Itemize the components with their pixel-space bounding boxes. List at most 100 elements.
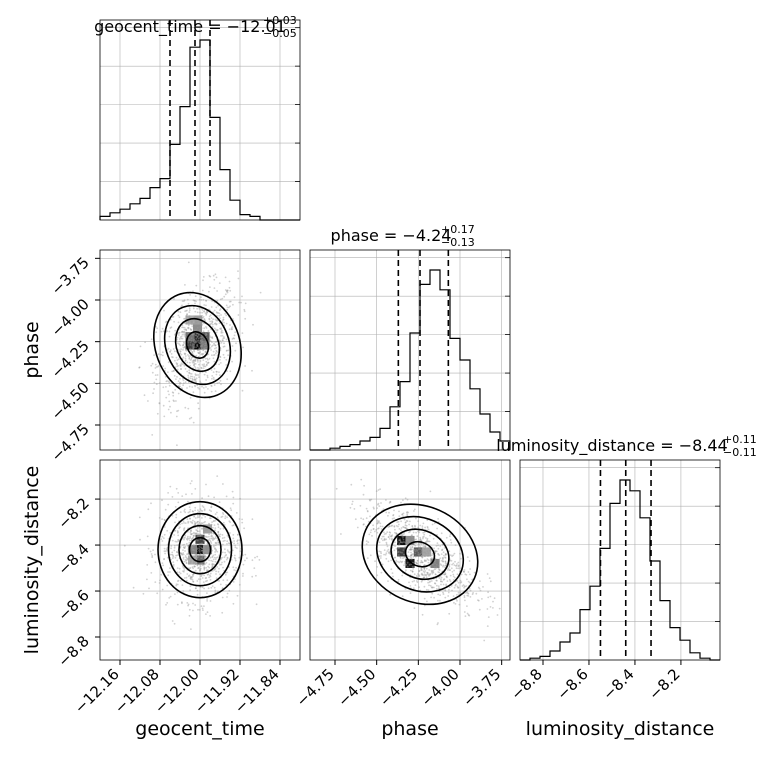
scatter-point	[199, 325, 202, 327]
scatter-point	[234, 559, 237, 562]
scatter-point	[185, 562, 188, 565]
scatter-point	[442, 560, 444, 563]
scatter-point	[177, 342, 179, 344]
scatter-point	[205, 350, 207, 353]
scatter-point	[434, 573, 437, 576]
scatter-point	[226, 592, 229, 595]
scatter-point	[420, 580, 423, 583]
scatter-point	[178, 539, 180, 541]
scatter-point	[184, 284, 186, 286]
scatter-point	[174, 556, 177, 559]
scatter-point	[394, 545, 396, 547]
scatter-point	[477, 599, 480, 602]
scatter-point	[378, 505, 381, 507]
scatter-point	[350, 483, 353, 486]
scatter-point	[486, 573, 489, 575]
scatter-point	[468, 581, 471, 584]
scatter-point	[197, 352, 200, 355]
scatter-point	[438, 565, 440, 567]
scatter-point	[203, 574, 206, 577]
scatter-point	[243, 310, 246, 313]
scatter-point	[203, 344, 206, 347]
scatter-point	[189, 576, 192, 579]
scatter-point	[251, 575, 254, 578]
scatter-point	[213, 524, 216, 526]
scatter-point	[156, 412, 159, 415]
scatter-point	[197, 359, 199, 362]
scatter-point	[402, 512, 405, 515]
scatter-point	[194, 587, 197, 590]
scatter-point	[184, 558, 187, 561]
scatter-point	[177, 385, 180, 387]
scatter-point	[369, 554, 372, 557]
scatter-point	[418, 570, 421, 573]
scatter-point	[173, 534, 176, 536]
scatter-point	[183, 300, 185, 302]
scatter-point	[222, 540, 225, 542]
scatter-point	[456, 599, 458, 602]
scatter-point	[220, 341, 223, 344]
scatter-point	[215, 537, 217, 540]
scatter-point	[241, 295, 243, 298]
scatter-point	[163, 533, 166, 536]
scatter-point	[438, 560, 441, 562]
scatter-point	[469, 568, 471, 570]
scatter-point	[196, 534, 199, 537]
scatter-point	[214, 542, 217, 544]
scatter-point	[206, 536, 209, 538]
scatter-point	[468, 614, 471, 617]
scatter-point	[427, 554, 430, 557]
density-cell-0	[195, 545, 205, 555]
title-luminosity-distance-plus: +0.11	[723, 433, 757, 446]
scatter-point	[201, 314, 204, 317]
scatter-point	[194, 385, 197, 388]
scatter-point	[410, 551, 412, 554]
scatter-point	[191, 532, 194, 535]
scatter-point	[183, 331, 185, 334]
scatter-point	[203, 605, 205, 607]
scatter-point	[421, 561, 424, 564]
scatter-point	[444, 589, 447, 592]
scatter-point	[203, 365, 206, 367]
scatter-point	[402, 526, 404, 528]
scatter-point	[468, 560, 471, 562]
scatter-point	[227, 354, 230, 357]
scatter-point	[211, 532, 213, 534]
scatter-point	[233, 337, 236, 340]
scatter-point	[208, 335, 211, 337]
scatter-point	[208, 315, 211, 318]
scatter-point	[436, 542, 439, 544]
scatter-point	[143, 394, 146, 397]
scatter-point	[413, 548, 416, 551]
scatter-point	[214, 548, 216, 550]
scatter-point	[433, 522, 436, 525]
scatter-point	[198, 510, 201, 513]
scatter-point	[195, 328, 198, 331]
scatter-point	[388, 511, 390, 514]
scatter-point	[203, 567, 206, 570]
scatter-point	[180, 368, 182, 370]
scatter-point	[197, 368, 200, 371]
scatter-point	[199, 514, 201, 517]
scatter-point	[202, 352, 205, 355]
scatter-point	[176, 410, 178, 413]
scatter-point	[197, 374, 200, 376]
scatter-point	[197, 386, 199, 389]
scatter-point	[179, 350, 182, 352]
scatter-point	[200, 557, 203, 560]
scatter-point	[161, 351, 164, 354]
scatter-point	[177, 492, 180, 494]
scatter-point	[168, 384, 171, 387]
scatter-point	[179, 352, 182, 354]
scatter-point	[213, 544, 215, 547]
scatter-point	[456, 573, 459, 576]
scatter-point	[199, 339, 202, 342]
scatter-point	[216, 329, 219, 331]
scatter-point	[365, 543, 368, 545]
scatter-point	[224, 312, 227, 315]
scatter-point	[387, 536, 390, 538]
scatter-point	[204, 351, 207, 354]
scatter-point	[387, 560, 390, 563]
scatter-point	[363, 484, 365, 487]
scatter-point	[363, 523, 365, 526]
